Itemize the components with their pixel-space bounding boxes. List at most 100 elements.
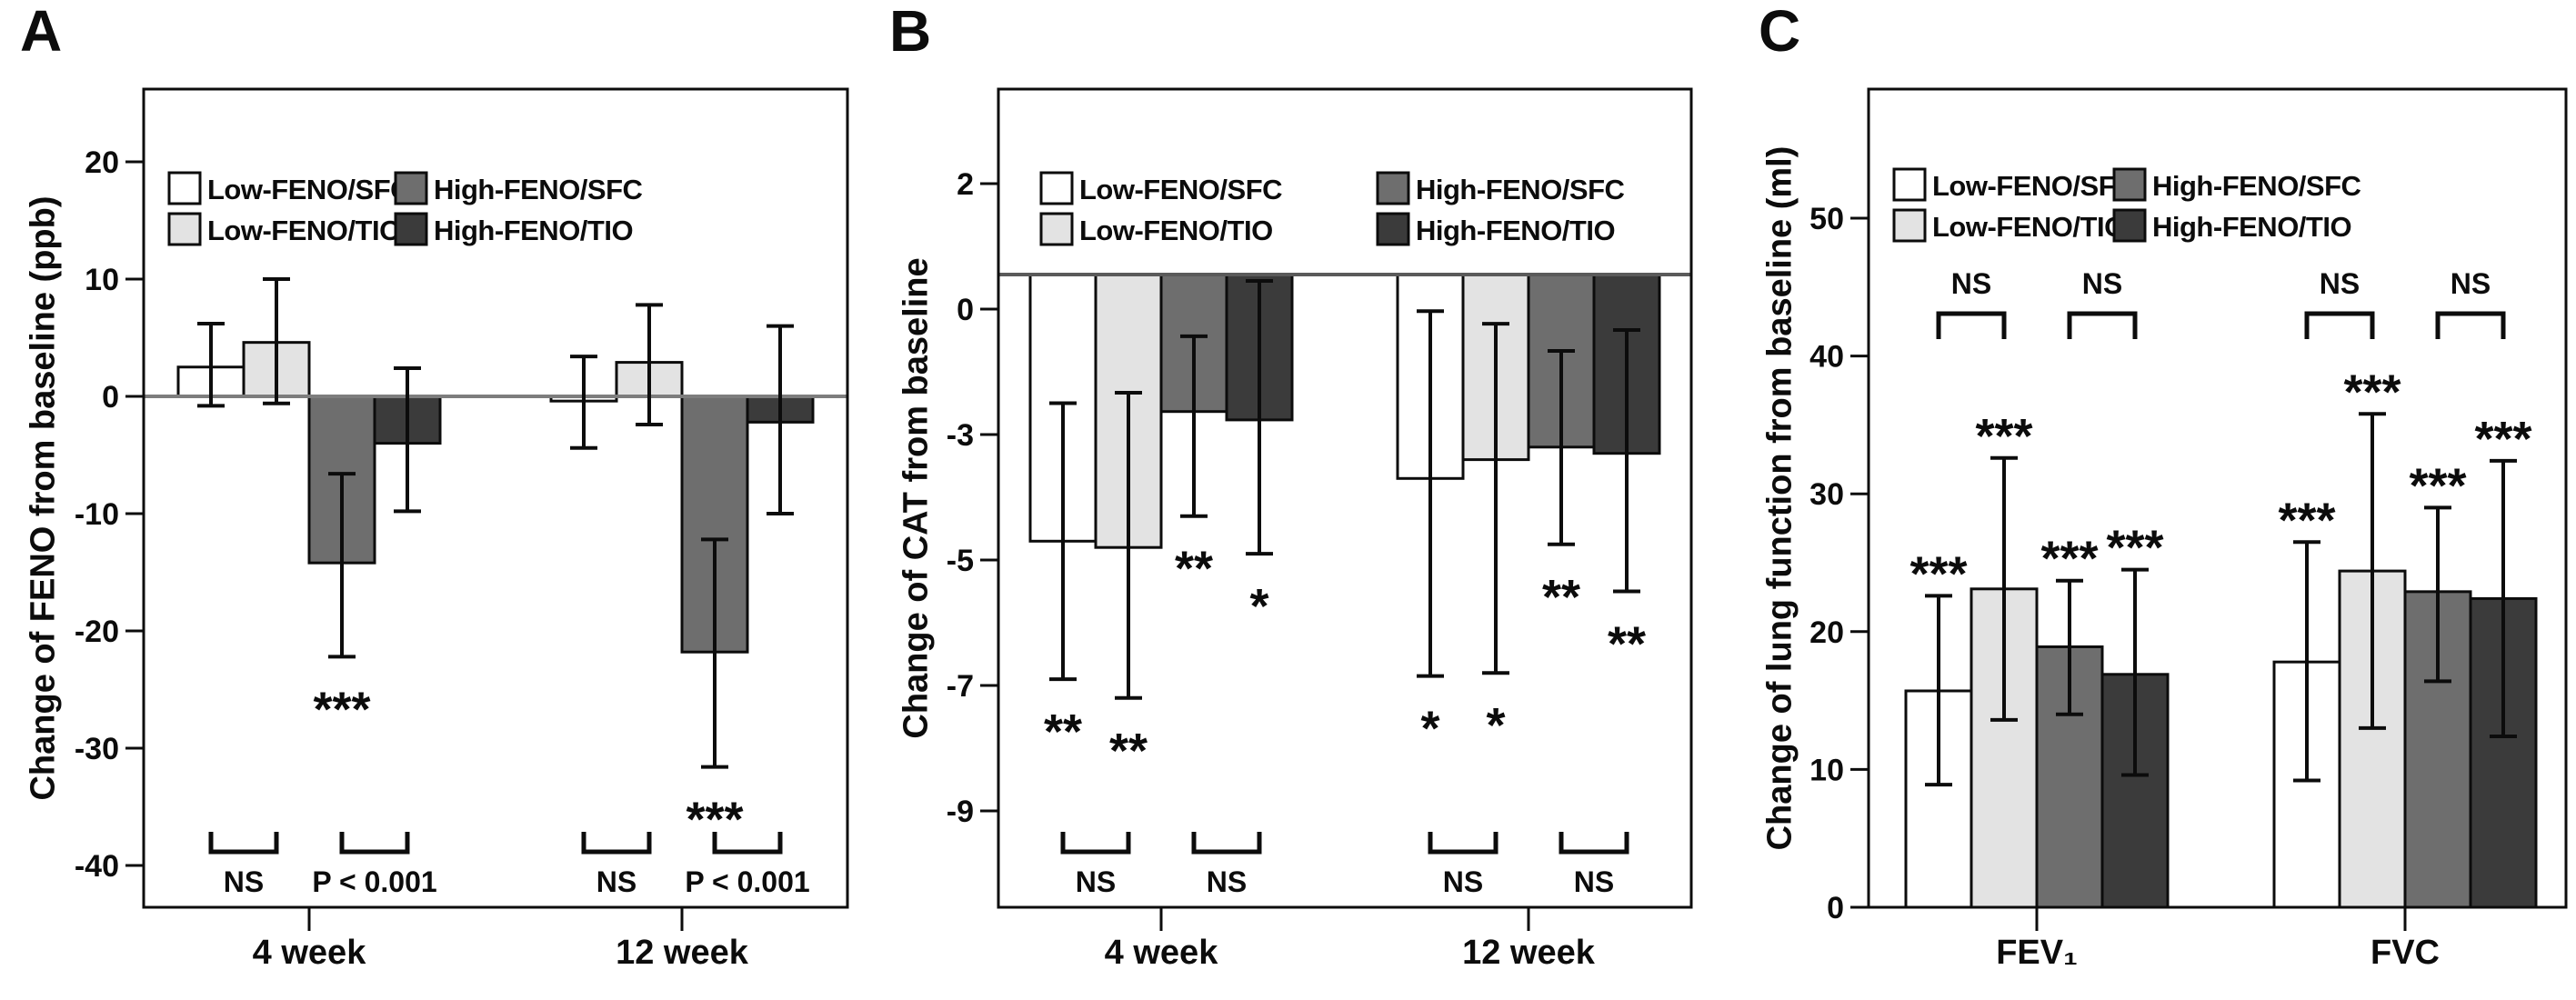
comparison-label: NS <box>224 865 264 898</box>
legend-swatch-High-FENO/TIO <box>2112 208 2147 243</box>
x-category-label-4 week: 4 week <box>1105 934 1219 972</box>
significance-High-FENO/TIO-12 week: ** <box>1608 617 1646 672</box>
comparison-bracket <box>712 832 783 855</box>
comparison-bracket <box>2067 311 2138 339</box>
y-tick-label: -3 <box>947 418 974 453</box>
legend-label-Low-FENO/TIO: Low-FENO/TIO <box>1932 211 2126 243</box>
significance-High-FENO/TIO-FEV₁: *** <box>2106 521 2163 575</box>
legend-label-High-FENO/SFC: High-FENO/SFC <box>434 174 643 205</box>
legend-swatch-Low-FENO/TIO <box>167 212 202 246</box>
bar-Low-FENO/SFC-FEV₁ <box>1904 689 1973 909</box>
y-tick-label: -40 <box>75 849 119 884</box>
comparison-label: NS <box>1951 267 1991 300</box>
legend-swatch-Low-FENO/SFC <box>1892 167 1927 202</box>
legend-swatch-High-FENO/TIO <box>1376 212 1410 246</box>
comparison-bracket <box>1559 832 1629 855</box>
legend-swatch-High-FENO/TIO <box>394 212 428 246</box>
legend-swatch-Low-FENO/SFC <box>167 171 202 205</box>
legend-label-High-FENO/SFC: High-FENO/SFC <box>1416 174 1625 205</box>
comparison-bracket <box>581 832 652 855</box>
comparison-label: NS <box>2451 267 2491 300</box>
comparison-bracket <box>1428 832 1498 855</box>
y-tick-label: 10 <box>1809 753 1844 787</box>
significance-High-FENO/SFC-12 week: ** <box>1542 570 1580 625</box>
y-tick-label: 20 <box>1809 615 1844 650</box>
y-tick-label: 2 <box>957 167 974 202</box>
comparison-bracket <box>208 832 279 855</box>
panel-label-c: C <box>1759 0 1801 64</box>
significance-Low-FENO/SFC-FEV₁: *** <box>1909 546 1967 601</box>
significance-High-FENO/TIO-4 week: * <box>1249 579 1268 634</box>
significance-Low-FENO/SFC-12 week: * <box>1420 702 1439 756</box>
comparison-bracket <box>2435 311 2506 339</box>
significance-High-FENO/SFC-4 week: *** <box>313 682 370 736</box>
y-tick-label: -30 <box>75 732 119 766</box>
y-tick-label: 0 <box>957 293 974 327</box>
legend-label-High-FENO/TIO: High-FENO/TIO <box>1416 215 1615 246</box>
comparison-bracket <box>2304 311 2375 339</box>
legend-label-Low-FENO/SFC: Low-FENO/SFC <box>1932 170 2135 202</box>
legend-swatch-High-FENO/SFC <box>2112 167 2147 202</box>
x-category-label-12 week: 12 week <box>616 934 749 972</box>
significance-Low-FENO/SFC-FVC: *** <box>2278 493 2335 547</box>
plot-box-A <box>142 87 849 909</box>
y-tick-label: 30 <box>1809 477 1844 512</box>
comparison-bracket <box>1936 311 2007 339</box>
y-tick-label: -5 <box>947 544 974 578</box>
significance-Low-FENO/TIO-FEV₁: *** <box>1975 409 2032 464</box>
legend-swatch-High-FENO/SFC <box>1376 171 1410 205</box>
comparison-label: P < 0.001 <box>312 865 436 898</box>
y-tick-label: 10 <box>85 263 119 297</box>
y-tick-label: -7 <box>947 669 974 704</box>
legend-swatch-High-FENO/SFC <box>394 171 428 205</box>
legend-swatch-Low-FENO/SFC <box>1039 171 1074 205</box>
x-category-label-12 week: 12 week <box>1462 934 1596 972</box>
panel-label-a: A <box>20 0 63 64</box>
legend-label-High-FENO/TIO: High-FENO/TIO <box>2152 211 2351 243</box>
y-tick-label: 40 <box>1809 340 1844 375</box>
y-tick-label: 0 <box>1827 891 1844 925</box>
significance-High-FENO/SFC-FVC: *** <box>2409 458 2466 513</box>
comparison-label: NS <box>2082 267 2122 300</box>
comparison-label: P < 0.001 <box>685 865 809 898</box>
comparison-bracket <box>1060 832 1131 855</box>
significance-High-FENO/TIO-FVC: *** <box>2474 412 2531 466</box>
y-tick-label: 0 <box>102 380 119 415</box>
comparison-bracket <box>1191 832 1262 855</box>
significance-High-FENO/SFC-FEV₁: *** <box>2040 532 2098 586</box>
x-category-label-FVC: FVC <box>2371 934 2440 972</box>
legend-label-Low-FENO/TIO: Low-FENO/TIO <box>1079 215 1273 246</box>
legend-label-High-FENO/SFC: High-FENO/SFC <box>2152 170 2361 202</box>
panel-label-b: B <box>889 0 932 64</box>
y-tick-label: -10 <box>75 497 119 532</box>
y-tick-label: 50 <box>1809 202 1844 236</box>
legend-label-Low-FENO/SFC: Low-FENO/SFC <box>1079 174 1282 205</box>
legend-swatch-Low-FENO/TIO <box>1892 208 1927 243</box>
plot-box-C <box>1867 87 2568 909</box>
significance-High-FENO/SFC-12 week: *** <box>686 793 743 847</box>
legend-label-Low-FENO/SFC: Low-FENO/SFC <box>207 174 410 205</box>
comparison-label: NS <box>1574 865 1614 898</box>
significance-Low-FENO/SFC-4 week: ** <box>1044 705 1082 759</box>
legend-label-High-FENO/TIO: High-FENO/TIO <box>434 215 633 246</box>
comparison-label: NS <box>1443 865 1483 898</box>
comparison-label: NS <box>1076 865 1116 898</box>
plot-box-B <box>997 87 1693 909</box>
significance-Low-FENO/TIO-FVC: *** <box>2343 365 2401 419</box>
y-tick-label: -20 <box>75 615 119 649</box>
comparison-bracket <box>339 832 410 855</box>
significance-Low-FENO/TIO-4 week: ** <box>1109 724 1148 778</box>
y-tick-label: 20 <box>85 145 119 180</box>
comparison-label: NS <box>2320 267 2360 300</box>
significance-High-FENO/SFC-4 week: ** <box>1175 542 1213 596</box>
significance-Low-FENO/TIO-12 week: * <box>1486 698 1505 753</box>
comparison-label: NS <box>596 865 636 898</box>
y-tick-label: -9 <box>947 795 974 829</box>
legend-swatch-Low-FENO/TIO <box>1039 212 1074 246</box>
x-category-label-FEV₁: FEV₁ <box>1996 934 2078 972</box>
x-category-label-4 week: 4 week <box>253 934 367 972</box>
legend-label-Low-FENO/TIO: Low-FENO/TIO <box>207 215 401 246</box>
comparison-label: NS <box>1207 865 1247 898</box>
